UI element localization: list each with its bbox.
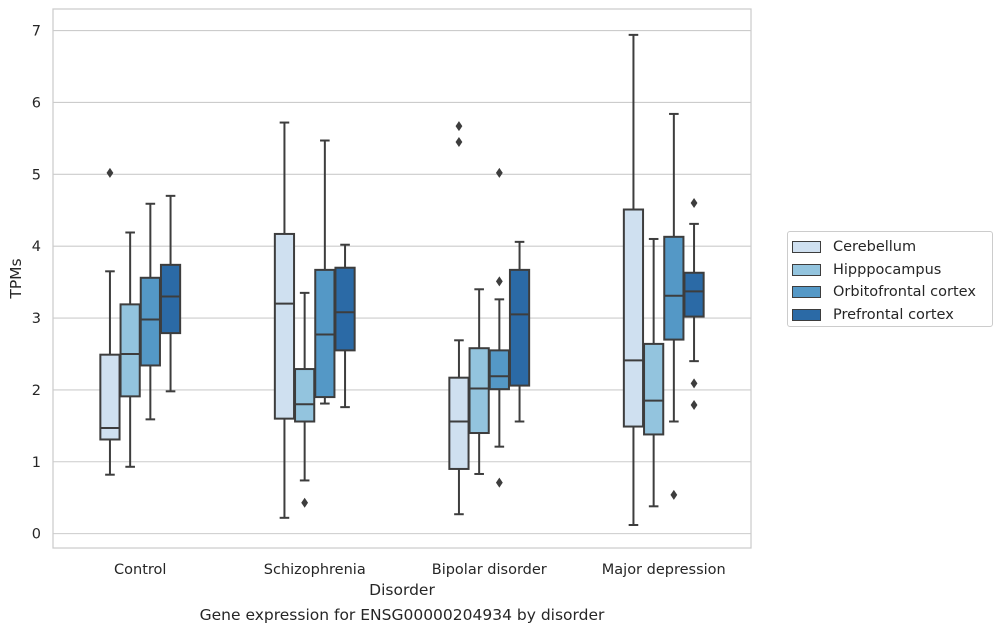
x-axis-label: Disorder bbox=[369, 581, 435, 599]
box-bipolar-disorder-hipppocampus bbox=[468, 347, 490, 435]
box-major-depression-cerebellum bbox=[622, 208, 645, 428]
box-bipolar-disorder-prefrontal-cortex bbox=[508, 268, 531, 387]
outlier-major-depression-prefrontal-cortex bbox=[690, 378, 698, 389]
x-tick-label-control: Control bbox=[114, 562, 166, 578]
legend-item-cerebellum: Cerebellum bbox=[792, 236, 992, 259]
x-tick-label-bipolar-disorder: Bipolar disorder bbox=[432, 562, 547, 578]
outlier-bipolar-disorder-orbitofrontal-cortex bbox=[495, 276, 503, 287]
box-major-depression-orbitofrontal-cortex bbox=[663, 235, 685, 341]
outlier-schizophrenia-hipppocampus bbox=[301, 497, 309, 508]
outlier-bipolar-disorder-cerebellum bbox=[455, 136, 463, 147]
chart-caption: Gene expression for ENSG00000204934 by d… bbox=[199, 606, 605, 624]
legend-item-orbitofrontal-cortex: Orbitofrontal cortex bbox=[792, 281, 992, 304]
outlier-major-depression-prefrontal-cortex bbox=[690, 198, 698, 209]
box-bipolar-disorder-orbitofrontal-cortex bbox=[488, 349, 510, 391]
legend-label-orbitofrontal-cortex: Orbitofrontal cortex bbox=[833, 284, 976, 301]
y-tick-label: 1 bbox=[32, 455, 41, 471]
legend: Cerebellum Hipppocampus Orbitofrontal co… bbox=[787, 231, 993, 327]
x-tick-label-schizophrenia: Schizophrenia bbox=[264, 562, 366, 578]
box-schizophrenia-hipppocampus bbox=[294, 368, 316, 423]
box-control-prefrontal-cortex bbox=[159, 263, 182, 335]
legend-item-prefrontal-cortex: Prefrontal cortex bbox=[792, 304, 992, 327]
y-tick-label: 6 bbox=[32, 95, 41, 111]
outlier-bipolar-disorder-orbitofrontal-cortex bbox=[495, 167, 503, 178]
y-tick-label: 2 bbox=[32, 383, 41, 399]
legend-item-hippocampus: Hipppocampus bbox=[792, 259, 992, 282]
box-control-cerebellum bbox=[99, 353, 121, 441]
legend-swatch-cerebellum bbox=[792, 241, 821, 254]
box-major-depression-prefrontal-cortex bbox=[683, 271, 705, 318]
legend-swatch-hippocampus bbox=[792, 263, 821, 276]
outlier-major-depression-orbitofrontal-cortex bbox=[670, 489, 678, 500]
box-schizophrenia-cerebellum bbox=[273, 232, 296, 420]
legend-label-cerebellum: Cerebellum bbox=[833, 239, 917, 256]
legend-label-hippocampus: Hipppocampus bbox=[833, 261, 942, 278]
y-tick-label: 7 bbox=[32, 24, 41, 40]
legend-swatch-orbitofrontal-cortex bbox=[792, 286, 821, 299]
y-tick-label: 0 bbox=[32, 527, 41, 543]
box-major-depression-hipppocampus bbox=[643, 342, 665, 436]
outlier-major-depression-prefrontal-cortex bbox=[690, 399, 698, 410]
outlier-bipolar-disorder-orbitofrontal-cortex bbox=[495, 477, 503, 488]
box-schizophrenia-prefrontal-cortex bbox=[334, 266, 356, 352]
legend-label-prefrontal-cortex: Prefrontal cortex bbox=[833, 306, 954, 323]
x-tick-label-major-depression: Major depression bbox=[602, 562, 726, 578]
y-tick-label: 3 bbox=[32, 311, 41, 327]
y-tick-label: 5 bbox=[32, 167, 41, 183]
box-bipolar-disorder-cerebellum bbox=[448, 376, 470, 470]
outlier-bipolar-disorder-cerebellum bbox=[455, 121, 463, 132]
box-control-orbitofrontal-cortex bbox=[139, 276, 161, 367]
plot-frame bbox=[52, 8, 752, 549]
y-axis-label: TPMs bbox=[7, 258, 25, 299]
box-schizophrenia-orbitofrontal-cortex bbox=[314, 268, 336, 399]
legend-swatch-prefrontal-cortex bbox=[792, 308, 821, 321]
y-tick-label: 4 bbox=[32, 239, 41, 255]
box-control-hipppocampus bbox=[119, 303, 141, 398]
outlier-control-cerebellum bbox=[106, 167, 114, 178]
